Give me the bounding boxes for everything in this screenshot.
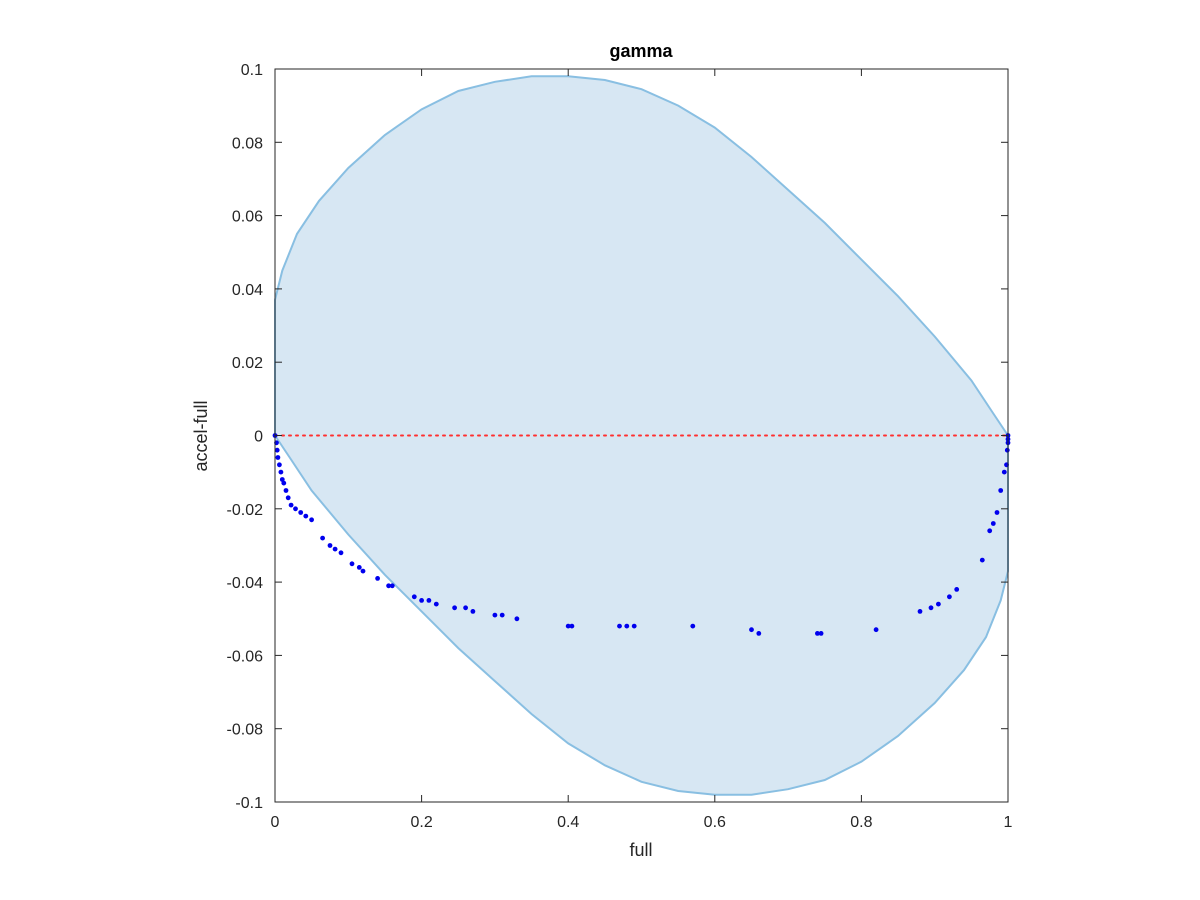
data-point: [338, 550, 344, 556]
data-point: [1001, 469, 1007, 475]
data-point: [281, 480, 287, 486]
data-point: [565, 623, 571, 629]
chart-title: gamma: [609, 41, 673, 61]
y-tick-label: -0.04: [227, 575, 264, 592]
data-point: [275, 455, 281, 460]
data-point: [375, 576, 380, 581]
y-tick-label: 0: [254, 429, 263, 446]
y-tick-label: 0.04: [232, 282, 263, 299]
data-point: [994, 510, 1000, 515]
data-point: [492, 612, 498, 618]
data-point: [411, 594, 417, 600]
data-point: [954, 587, 960, 592]
data-point: [298, 510, 304, 515]
x-tick-label: 0.4: [557, 814, 579, 831]
x-tick-label: 0.8: [850, 814, 872, 831]
data-point: [917, 609, 923, 614]
data-point: [690, 623, 696, 629]
data-point: [288, 502, 294, 508]
data-point: [279, 477, 285, 482]
data-point: [433, 601, 439, 607]
data-point: [979, 557, 985, 563]
data-point: [452, 605, 457, 611]
data-point: [987, 528, 993, 534]
data-point: [349, 561, 355, 567]
data-point: [332, 546, 338, 552]
data-point: [990, 521, 996, 526]
data-point: [749, 627, 754, 633]
data-point: [386, 583, 391, 589]
y-tick-label: -0.06: [227, 648, 264, 665]
data-point: [419, 598, 424, 603]
data-point: [274, 447, 280, 453]
data-point: [389, 583, 395, 589]
x-tick-label: 0.2: [410, 814, 432, 831]
data-point: [947, 594, 952, 600]
y-tick-label: 0.06: [232, 209, 263, 226]
data-point: [356, 565, 362, 570]
data-point: [499, 612, 505, 618]
x-axis-label: full: [629, 840, 652, 860]
data-point: [470, 609, 476, 614]
data-point: [303, 513, 309, 519]
y-tick-label: 0.02: [232, 355, 263, 372]
x-tick-label: 0: [271, 814, 280, 831]
y-tick-label: 0.08: [232, 135, 263, 152]
y-tick-label: -0.1: [235, 795, 263, 812]
data-point: [514, 616, 520, 622]
x-tick-label: 0.6: [704, 814, 726, 831]
data-point: [998, 488, 1004, 493]
x-tick-label: 1: [1004, 814, 1013, 831]
y-tick-label: 0.1: [241, 62, 263, 79]
data-point: [327, 543, 333, 548]
data-point: [277, 462, 282, 468]
y-tick-label: -0.02: [227, 502, 264, 519]
data-point: [278, 469, 284, 475]
y-tick-label: -0.08: [227, 722, 264, 739]
data-point: [928, 605, 934, 611]
plot-area: 0 0.2 0.4 0.6 0.8 1 0.1 0.08 0.06 0.04 0.02 0 -0.02 -…: [227, 62, 1013, 831]
data-point: [320, 535, 325, 541]
data-point: [285, 495, 291, 501]
data-point: [309, 517, 314, 523]
data-point: [283, 488, 289, 493]
data-point: [873, 627, 879, 633]
y-axis-label: accel-full: [191, 400, 211, 471]
data-point: [569, 623, 575, 629]
data-point: [631, 623, 637, 629]
data-point: [463, 605, 468, 611]
data-point: [936, 601, 941, 607]
data-point: [360, 568, 366, 574]
data-point: [818, 631, 824, 636]
data-point: [293, 506, 298, 512]
data-point: [624, 623, 630, 629]
data-point: [1004, 447, 1010, 453]
data-point: [815, 631, 820, 636]
data-point: [426, 598, 432, 603]
data-point: [617, 623, 622, 629]
data-point: [756, 631, 762, 636]
